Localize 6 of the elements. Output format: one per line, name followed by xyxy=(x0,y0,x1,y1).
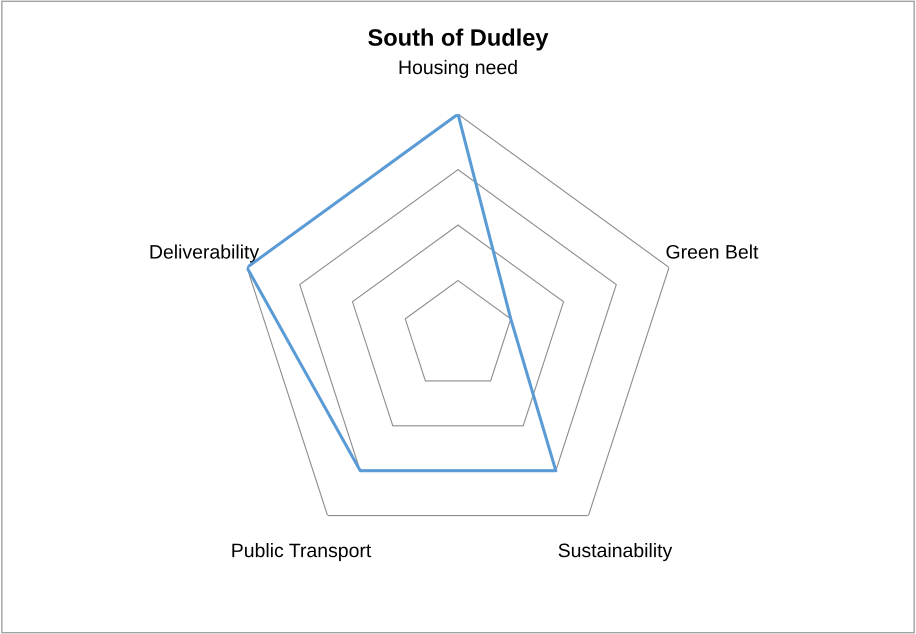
spoke-label: Housing need xyxy=(400,60,517,78)
spoke-label: Deliverability xyxy=(150,244,260,263)
chart-title: South of Dudley xyxy=(368,28,548,51)
spoke-label: Public Transport xyxy=(232,542,372,562)
spoke-label: Green Belt xyxy=(666,244,758,259)
spoke-label: Sustainability xyxy=(558,542,672,562)
